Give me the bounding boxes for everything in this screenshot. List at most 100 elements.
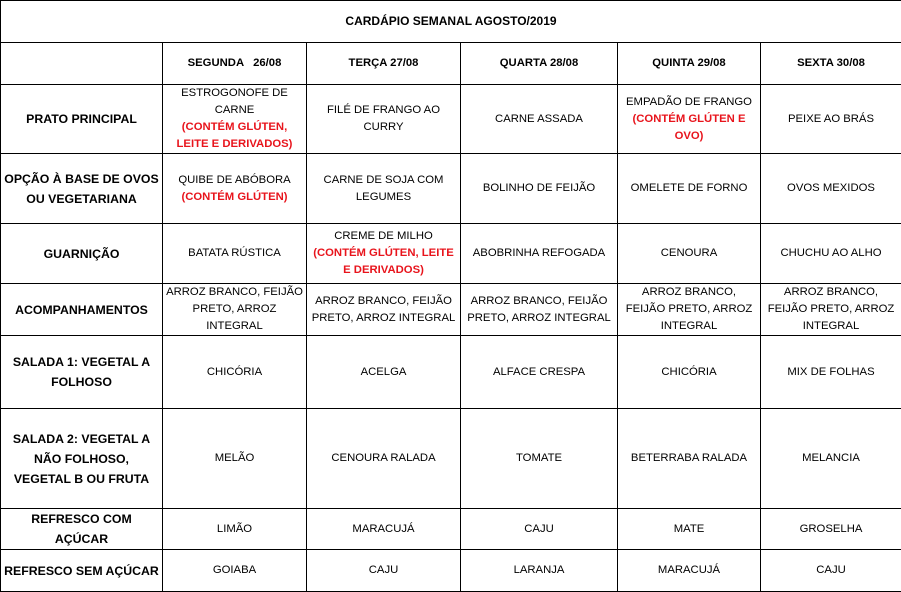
row-label: OPÇÃO À BASE DE OVOS OU VEGETARIANA bbox=[1, 154, 163, 224]
menu-cell: CAJU bbox=[307, 550, 461, 592]
allergen-warning: (CONTÉM GLÚTEN E OVO) bbox=[621, 111, 757, 145]
menu-cell: ESTROGONOFE DE CARNE(CONTÉM GLÚTEN, LEIT… bbox=[163, 85, 307, 154]
dish-name: BETERRABA RALADA bbox=[621, 450, 757, 467]
dish-name: CAJU bbox=[464, 521, 614, 538]
dish-name: CAJU bbox=[764, 562, 898, 579]
dish-name: CARNE DE SOJA COM LEGUMES bbox=[310, 172, 457, 206]
day-header: QUINTA 29/08 bbox=[618, 43, 761, 85]
menu-cell: BATATA RÚSTICA bbox=[163, 224, 307, 284]
dish-name: PEIXE AO BRÁS bbox=[764, 111, 898, 128]
empty-corner-cell bbox=[1, 43, 163, 85]
dish-name: MIX DE FOLHAS bbox=[764, 364, 898, 381]
day-header: QUARTA 28/08 bbox=[461, 43, 618, 85]
dish-name: OVOS MEXIDOS bbox=[764, 180, 898, 197]
dish-name: ARROZ BRANCO, FEIJÃO PRETO, ARROZ INTEGR… bbox=[310, 293, 457, 327]
row-label: REFRESCO SEM AÇÚCAR bbox=[1, 550, 163, 592]
dish-name: LIMÃO bbox=[166, 521, 303, 538]
menu-cell: BOLINHO DE FEIJÃO bbox=[461, 154, 618, 224]
menu-cell: ARROZ BRANCO, FEIJÃO PRETO, ARROZ INTEGR… bbox=[618, 284, 761, 336]
dish-name: MATE bbox=[621, 521, 757, 538]
menu-cell: QUIBE DE ABÓBORA(CONTÉM GLÚTEN) bbox=[163, 154, 307, 224]
menu-cell: CAJU bbox=[761, 550, 901, 592]
allergen-warning: (CONTÉM GLÚTEN) bbox=[166, 189, 303, 206]
dish-name: BATATA RÚSTICA bbox=[166, 245, 303, 262]
menu-cell: ALFACE CRESPA bbox=[461, 336, 618, 409]
menu-cell: CARNE DE SOJA COM LEGUMES bbox=[307, 154, 461, 224]
row-label: SALADA 2: VEGETAL A NÃO FOLHOSO, VEGETAL… bbox=[1, 409, 163, 509]
dish-name: OMELETE DE FORNO bbox=[621, 180, 757, 197]
dish-name: ARROZ BRANCO, FEIJÃO PRETO, ARROZ INTEGR… bbox=[464, 293, 614, 327]
dish-name: BOLINHO DE FEIJÃO bbox=[464, 180, 614, 197]
dish-name: ALFACE CRESPA bbox=[464, 364, 614, 381]
menu-cell: CREME DE MILHO(CONTÉM GLÚTEN, LEITE E DE… bbox=[307, 224, 461, 284]
row-label: REFRESCO COM AÇÚCAR bbox=[1, 509, 163, 550]
menu-cell: TOMATE bbox=[461, 409, 618, 509]
menu-cell: MELÃO bbox=[163, 409, 307, 509]
menu-cell: FILÉ DE FRANGO AO CURRY bbox=[307, 85, 461, 154]
menu-cell: CHICÓRIA bbox=[163, 336, 307, 409]
menu-cell: CHUCHU AO ALHO bbox=[761, 224, 901, 284]
dish-name: ARROZ BRANCO, FEIJÃO PRETO, ARROZ INTEGR… bbox=[621, 284, 757, 335]
menu-cell: MELANCIA bbox=[761, 409, 901, 509]
day-header: SEGUNDA 26/08 bbox=[163, 43, 307, 85]
menu-cell: ARROZ BRANCO, FEIJÃO PRETO, ARROZ INTEGR… bbox=[307, 284, 461, 336]
dish-name: MARACUJÁ bbox=[621, 562, 757, 579]
dish-name: FILÉ DE FRANGO AO CURRY bbox=[310, 102, 457, 136]
dish-name: CENOURA RALADA bbox=[310, 450, 457, 467]
dish-name: CENOURA bbox=[621, 245, 757, 262]
day-header: SEXTA 30/08 bbox=[761, 43, 901, 85]
dish-name: EMPADÃO DE FRANGO bbox=[621, 94, 757, 111]
dish-name: LARANJA bbox=[464, 562, 614, 579]
row-label: SALADA 1: VEGETAL A FOLHOSO bbox=[1, 336, 163, 409]
row-label: PRATO PRINCIPAL bbox=[1, 85, 163, 154]
menu-row: SALADA 2: VEGETAL A NÃO FOLHOSO, VEGETAL… bbox=[1, 409, 901, 509]
menu-cell: CARNE ASSADA bbox=[461, 85, 618, 154]
menu-cell: EMPADÃO DE FRANGO(CONTÉM GLÚTEN E OVO) bbox=[618, 85, 761, 154]
dish-name: QUIBE DE ABÓBORA bbox=[166, 172, 303, 189]
dish-name: CARNE ASSADA bbox=[464, 111, 614, 128]
menu-cell: ARROZ BRANCO, FEIJÃO PRETO, ARROZ INTEGR… bbox=[461, 284, 618, 336]
dish-name: ARROZ BRANCO, FEIJÃO PRETO, ARROZ INTEGR… bbox=[764, 284, 898, 335]
menu-cell: LARANJA bbox=[461, 550, 618, 592]
row-label: GUARNIÇÃO bbox=[1, 224, 163, 284]
dish-name: CHICÓRIA bbox=[166, 364, 303, 381]
dish-name: MELANCIA bbox=[764, 450, 898, 467]
menu-cell: ACELGA bbox=[307, 336, 461, 409]
menu-cell: OVOS MEXIDOS bbox=[761, 154, 901, 224]
row-label: ACOMPANHAMENTOS bbox=[1, 284, 163, 336]
menu-cell: OMELETE DE FORNO bbox=[618, 154, 761, 224]
dish-name: ACELGA bbox=[310, 364, 457, 381]
menu-cell: MIX DE FOLHAS bbox=[761, 336, 901, 409]
dish-name: CREME DE MILHO bbox=[310, 228, 457, 245]
menu-cell: MARACUJÁ bbox=[618, 550, 761, 592]
allergen-warning: (CONTÉM GLÚTEN, LEITE E DERIVADOS) bbox=[310, 245, 457, 279]
dish-name: GOIABA bbox=[166, 562, 303, 579]
dish-name: MELÃO bbox=[166, 450, 303, 467]
menu-cell: GOIABA bbox=[163, 550, 307, 592]
menu-cell: MATE bbox=[618, 509, 761, 550]
menu-cell: CENOURA bbox=[618, 224, 761, 284]
menu-cell: BETERRABA RALADA bbox=[618, 409, 761, 509]
dish-name: TOMATE bbox=[464, 450, 614, 467]
dish-name: ESTROGONOFE DE CARNE bbox=[166, 85, 303, 119]
allergen-warning: (CONTÉM GLÚTEN, LEITE E DERIVADOS) bbox=[166, 119, 303, 153]
menu-title: CARDÁPIO SEMANAL AGOSTO/2019 bbox=[1, 1, 901, 43]
menu-cell: ARROZ BRANCO, FEIJÃO PRETO, ARROZ INTEGR… bbox=[163, 284, 307, 336]
menu-cell: CENOURA RALADA bbox=[307, 409, 461, 509]
menu-cell: CAJU bbox=[461, 509, 618, 550]
dish-name: ARROZ BRANCO, FEIJÃO PRETO, ARROZ INTEGR… bbox=[166, 284, 303, 335]
title-row: CARDÁPIO SEMANAL AGOSTO/2019 bbox=[1, 1, 901, 43]
menu-cell: LIMÃO bbox=[163, 509, 307, 550]
menu-cell: GROSELHA bbox=[761, 509, 901, 550]
menu-cell: ABOBRINHA REFOGADA bbox=[461, 224, 618, 284]
dish-name: CHICÓRIA bbox=[621, 364, 757, 381]
dish-name: CAJU bbox=[310, 562, 457, 579]
